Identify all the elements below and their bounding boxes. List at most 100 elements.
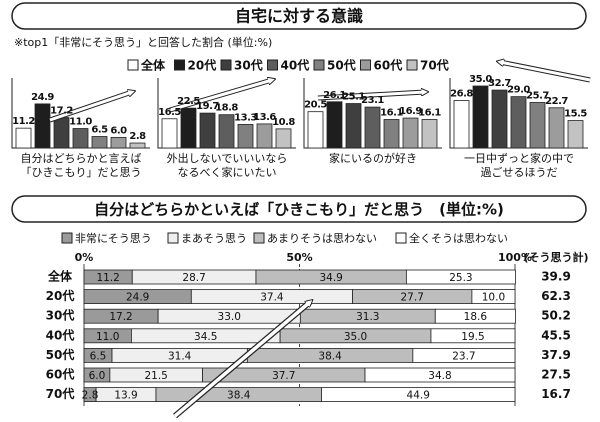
value-label: 15.5 — [564, 109, 587, 120]
bar — [364, 106, 381, 149]
legend-swatch — [253, 232, 265, 244]
value-label: 35.0 — [344, 331, 367, 343]
bar — [548, 107, 565, 149]
value-label: 27.7 — [401, 292, 424, 304]
bar — [472, 85, 489, 149]
bar — [402, 117, 419, 149]
bar — [529, 102, 546, 149]
value-label: 25.7 — [526, 90, 549, 101]
bar — [275, 128, 292, 149]
bar — [218, 114, 235, 149]
value-label: 20.5 — [304, 100, 327, 111]
legend-label: 40代 — [281, 58, 310, 73]
bar-segment — [434, 308, 516, 324]
total-value: 62.3 — [541, 289, 571, 303]
title-frame — [11, 2, 587, 30]
legend-swatch — [360, 59, 371, 71]
value-label: 6.0 — [110, 125, 127, 136]
trend-arrow — [169, 78, 273, 112]
trend-arrow — [499, 60, 591, 82]
y-tick-label: 70代 — [46, 386, 75, 401]
bar — [307, 111, 324, 149]
bar — [421, 119, 438, 149]
legend-label: 70代 — [420, 58, 449, 73]
value-label: 23.1 — [361, 95, 384, 106]
value-label: 11.2 — [12, 116, 35, 127]
total-value: 45.5 — [541, 328, 571, 342]
value-label: 6.0 — [89, 370, 106, 382]
bar-segment — [471, 289, 516, 305]
trend-arrow — [173, 300, 312, 418]
value-label: 38.4 — [318, 350, 342, 362]
value-label: 10.0 — [482, 292, 505, 304]
value-label: 22.7 — [545, 96, 568, 107]
value-label: 31.3 — [356, 311, 379, 323]
category-label: 外出しないでいいいなら なるべく家にいたい — [166, 152, 288, 179]
y-tick-label: 全体 — [47, 269, 73, 284]
bar — [34, 103, 51, 149]
bar-segment — [364, 367, 516, 383]
bar — [161, 118, 178, 149]
x-tick-label: 100% — [498, 251, 532, 264]
value-label: 19.5 — [461, 331, 484, 343]
value-label: 11.0 — [96, 331, 119, 343]
legend-swatch — [61, 232, 73, 244]
value-label: 17.2 — [109, 311, 132, 323]
legend-swatch — [174, 59, 185, 71]
value-label: 6.5 — [90, 350, 107, 362]
category-label: 自分はどちらかと言えば 「ひきこもり」だと思う — [20, 152, 142, 179]
chart-title: 自宅に対する意識 — [235, 7, 363, 26]
value-label: 2.8 — [129, 131, 146, 142]
value-label: 38.4 — [227, 390, 251, 402]
value-label: 11.2 — [96, 272, 119, 284]
value-label: 34.9 — [319, 272, 342, 284]
total-value: 50.2 — [541, 309, 571, 323]
trend-arrow — [317, 90, 426, 100]
legend-swatch — [167, 232, 179, 244]
x-tick-label: 50% — [286, 251, 312, 264]
value-label: 16.1 — [418, 107, 441, 118]
value-label: 10.8 — [272, 117, 295, 128]
value-label: 18.8 — [215, 103, 238, 114]
value-label: 34.5 — [194, 331, 217, 343]
total-value: 16.7 — [541, 387, 571, 401]
totals-header: (そう思う計) — [523, 250, 588, 264]
value-label: 25.1 — [342, 92, 365, 103]
value-label: 22.5 — [177, 96, 200, 107]
value-label: 19.7 — [196, 101, 219, 112]
value-label: 44.9 — [407, 390, 430, 402]
legend-swatch — [313, 59, 325, 71]
legend-label: あまりそうは思わない — [267, 232, 377, 245]
value-label: 6.5 — [91, 124, 108, 135]
bar — [180, 107, 197, 149]
value-label: 28.7 — [182, 272, 205, 284]
bar — [53, 117, 70, 149]
legend-label: 全くそうは思わない — [409, 231, 508, 245]
y-tick-label: 50代 — [46, 347, 75, 362]
decor-arrows — [49, 60, 591, 123]
value-label: 31.4 — [168, 350, 192, 362]
value-label: 13.3 — [234, 112, 257, 123]
legend-label: 60代 — [374, 58, 403, 73]
legend-label: 非常にそう思う — [75, 232, 152, 245]
bar — [91, 136, 108, 149]
bar-segment — [321, 387, 516, 403]
legend-label: 全体 — [140, 58, 166, 73]
bar-segment — [405, 269, 516, 285]
value-label: 26.1 — [323, 90, 346, 101]
y-tick-label: 20代 — [46, 288, 75, 303]
value-label: 17.2 — [50, 106, 73, 117]
bar — [383, 119, 400, 149]
y-tick-label: 60代 — [46, 367, 75, 382]
value-label: 13.9 — [114, 390, 137, 402]
bar — [129, 142, 146, 149]
chart-title: 自分はどちらかといえば「ひきこもり」だと思う (単位:%) — [94, 201, 504, 219]
y-tick-label: 30代 — [46, 308, 75, 323]
category-label: 家にいるのが好き — [329, 152, 417, 165]
legend-swatch — [395, 232, 407, 244]
title-frame — [11, 195, 587, 223]
bar — [345, 103, 362, 149]
trend-arrow — [49, 90, 133, 122]
